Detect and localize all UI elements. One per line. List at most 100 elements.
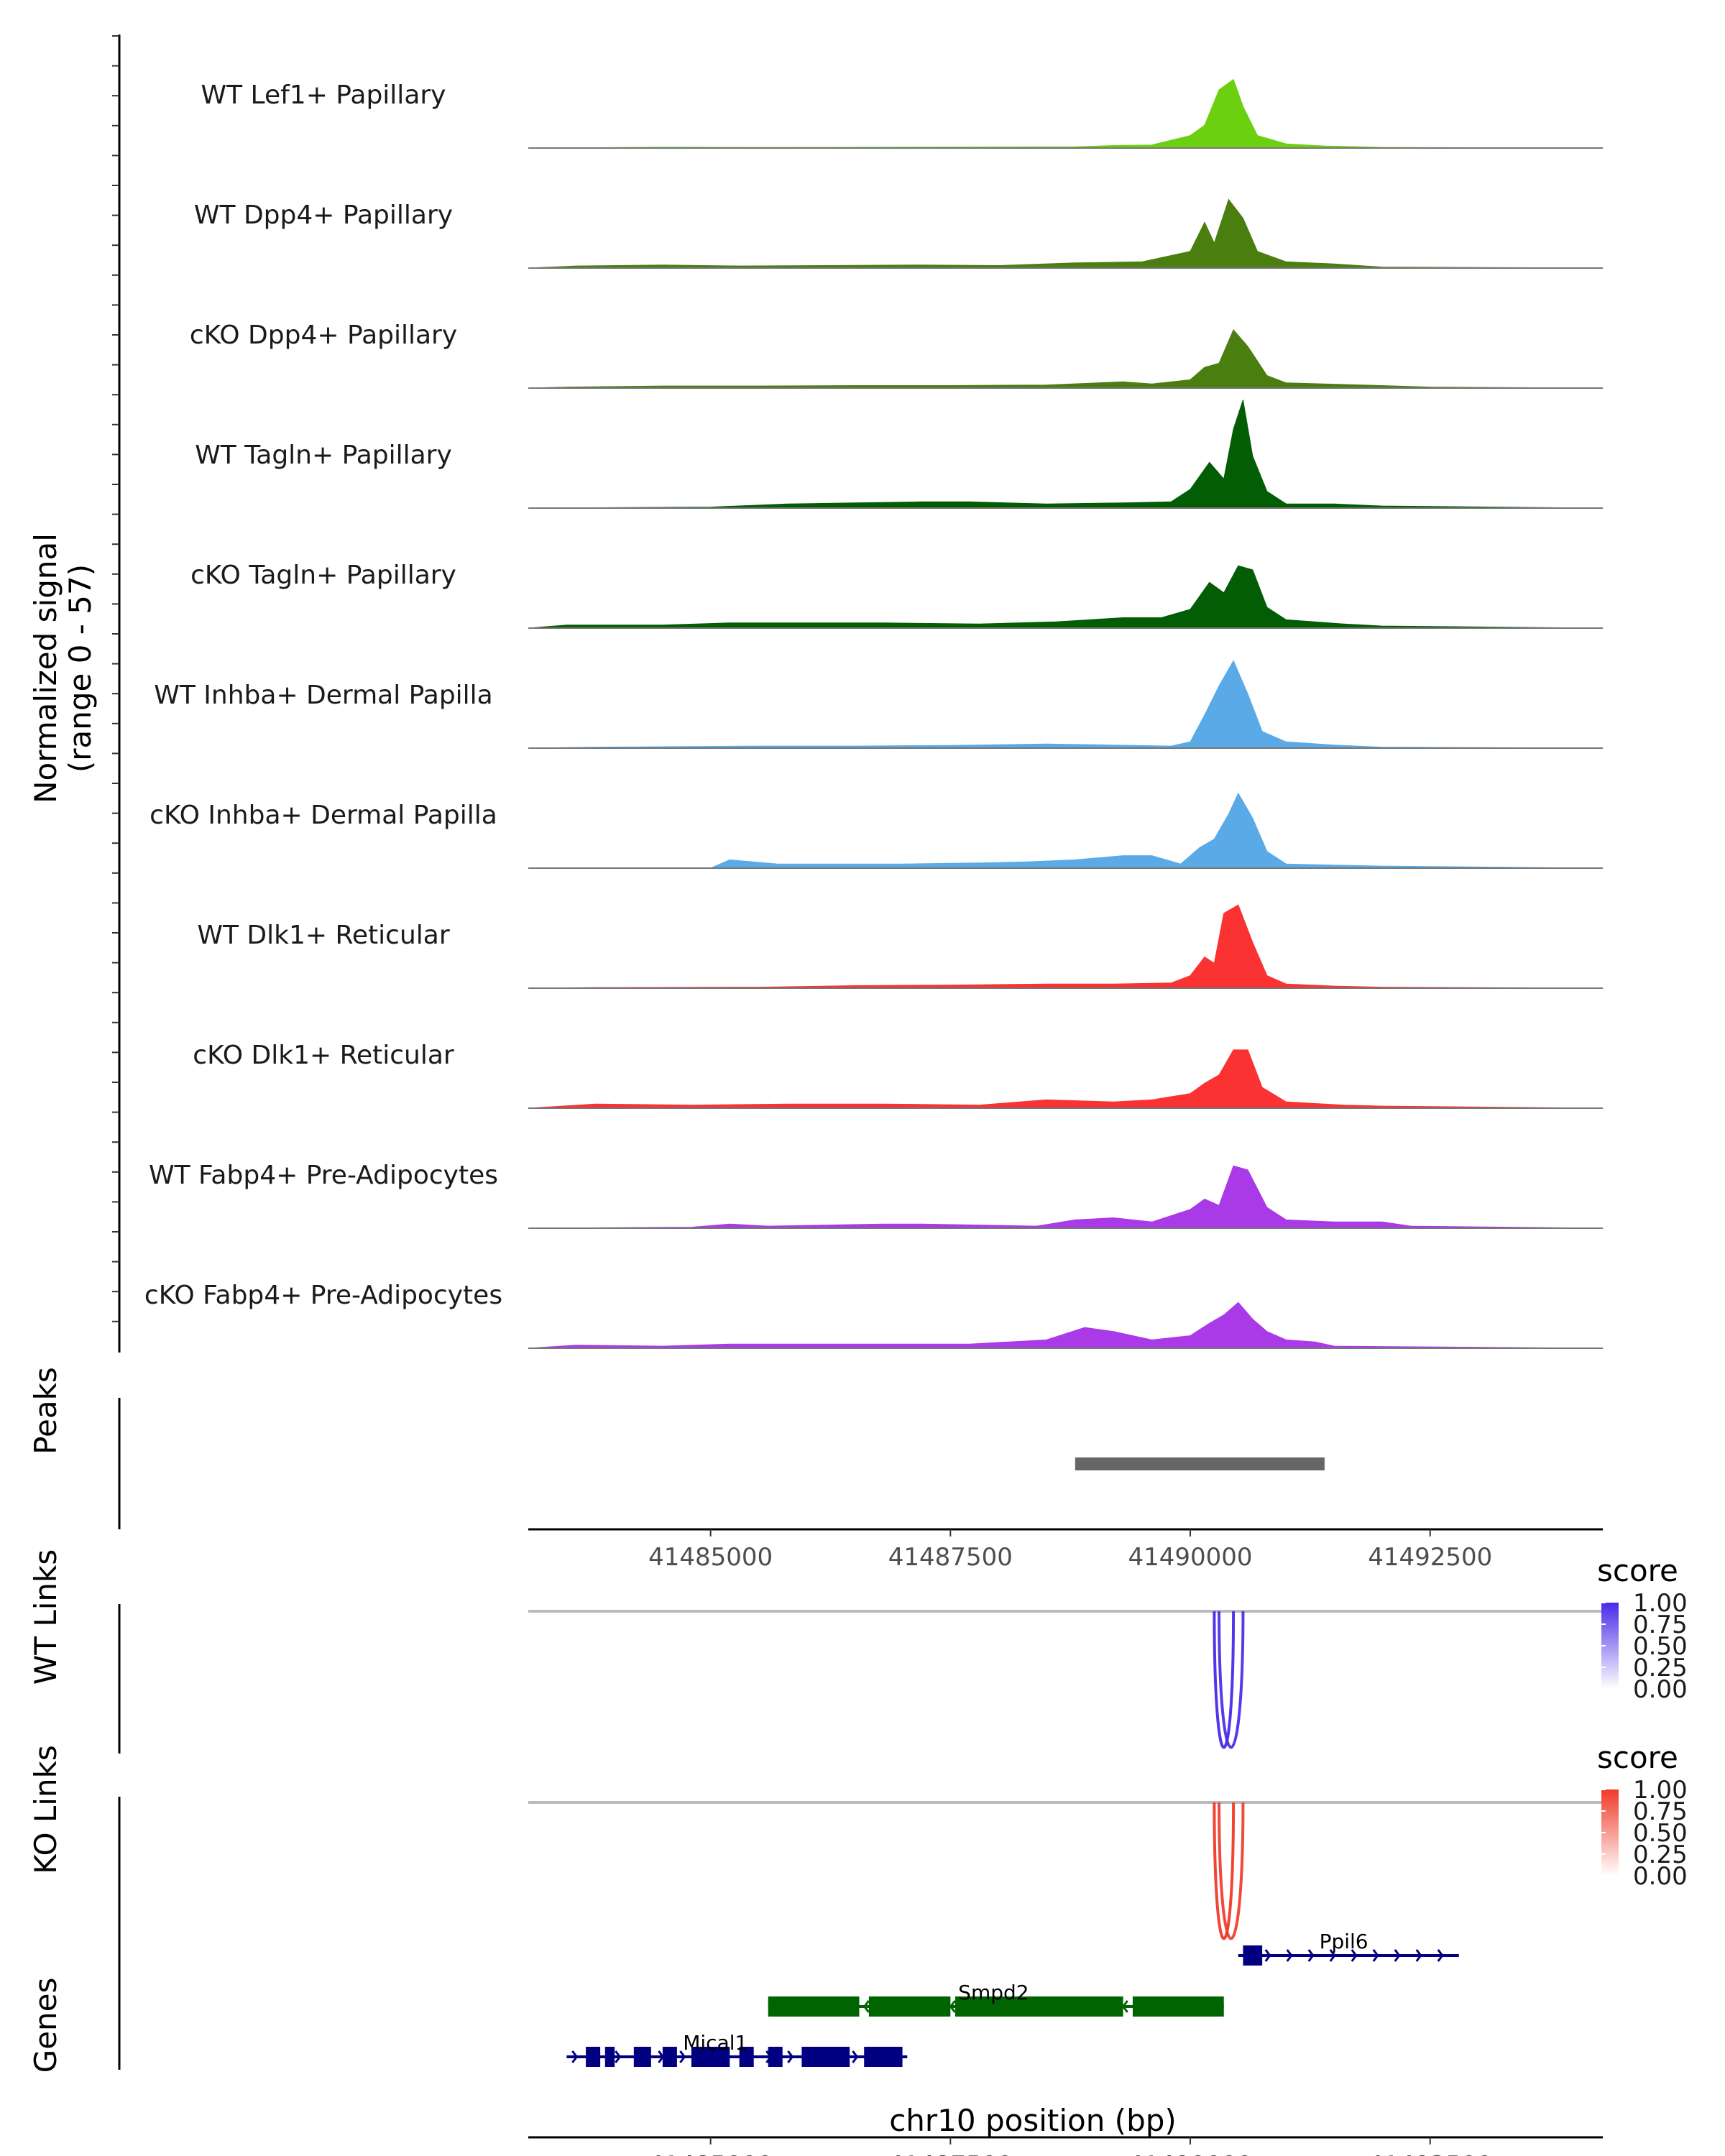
- coverage-tracks: WT Lef1+ Papillary WT Dpp4+ Papillary cKO …: [144, 78, 1604, 1349]
- ko-link-arc: [1213, 1802, 1236, 1940]
- peaks-track: [118, 1398, 1325, 1529]
- track-0: WT Lef1+ Papillary: [201, 78, 1604, 149]
- wt-links-track: [118, 1604, 1603, 1754]
- coverage-area: [528, 1049, 1604, 1109]
- ko-link-arc: [1218, 1802, 1245, 1940]
- track-4: cKO Tagln+ Papillary: [190, 561, 1604, 629]
- coverage-y-axis: [112, 34, 121, 1353]
- gene-exon: [586, 2047, 601, 2067]
- ko-links-label: KO Links: [28, 1745, 63, 1874]
- track-label: cKO Fabp4+ Pre-Adipocytes: [144, 1281, 502, 1310]
- x-tick-label: 41487500: [888, 1543, 1013, 1572]
- legend-tick-label: 0.25: [1633, 1654, 1688, 1682]
- gene-exon: [801, 2047, 850, 2067]
- track-label: WT Inhba+ Dermal Papilla: [154, 681, 492, 710]
- legend-tick-label: 1.00: [1633, 1776, 1688, 1805]
- gene-exon: [868, 1996, 951, 2017]
- coverage-area: [528, 565, 1604, 629]
- gene-exon: [768, 2047, 783, 2067]
- track-3: WT Tagln+ Papillary: [195, 400, 1604, 509]
- coverage-area: [528, 1165, 1604, 1229]
- gene-smpd2: Smpd2: [768, 1981, 1224, 2017]
- strand-chevron: [1394, 1949, 1401, 1962]
- strand-chevron: [1372, 1949, 1379, 1962]
- gene-exon: [739, 2047, 754, 2067]
- x-tick-label: 41487500: [888, 2151, 1013, 2156]
- legend-title: score: [1597, 1553, 1678, 1588]
- gene-exon: [1132, 1996, 1224, 2017]
- strand-chevron: [571, 2050, 579, 2063]
- gene-exon: [691, 2047, 730, 2067]
- strand-chevron: [615, 2050, 622, 2063]
- legend-tick-label: 0.00: [1633, 1862, 1688, 1891]
- track-label: WT Lef1+ Papillary: [201, 80, 446, 110]
- coverage-area: [528, 792, 1604, 869]
- legend-tick-label: 0.00: [1633, 1675, 1688, 1704]
- wt-link-arc: [1213, 1611, 1236, 1749]
- gene-mical1: Mical1: [566, 2031, 908, 2067]
- legend-tick-label: 0.25: [1633, 1841, 1688, 1869]
- genes-label: Genes: [28, 1978, 63, 2073]
- coverage-area: [528, 198, 1604, 269]
- x-axis-upper: 41485000 41487500 41490000 41492500: [528, 1528, 1603, 1572]
- gene-exon: [662, 2047, 677, 2067]
- gene-exon: [768, 1996, 860, 2017]
- coverage-area: [528, 904, 1604, 989]
- strand-chevron: [679, 2050, 686, 2063]
- legend-title: score: [1597, 1740, 1678, 1775]
- gene-exon: [604, 2047, 615, 2067]
- track-7: WT Dlk1+ Reticular: [197, 904, 1604, 989]
- strand-chevron: [1307, 1949, 1315, 1962]
- x-axis-lower: 41485000 41487500 41490000 41492500: [528, 2136, 1603, 2156]
- wt-link-arc: [1218, 1611, 1245, 1749]
- legend-tick-label: 0.50: [1633, 1819, 1688, 1848]
- x-tick-label: 41492500: [1368, 1543, 1492, 1572]
- coverage-ylabel-line1: Normalized signal: [28, 533, 63, 803]
- x-axis-label: chr10 position (bp): [889, 2103, 1177, 2138]
- strand-chevron: [1286, 1949, 1293, 1962]
- x-tick-label: 41485000: [648, 1543, 773, 1572]
- strand-chevron: [1351, 1949, 1358, 1962]
- coverage-area: [528, 400, 1604, 509]
- track-5: WT Inhba+ Dermal Papilla: [154, 660, 1604, 749]
- strand-chevron: [1329, 1949, 1336, 1962]
- peak-bar: [1075, 1457, 1325, 1470]
- coverage-area: [528, 1302, 1604, 1349]
- track-label: cKO Tagln+ Papillary: [190, 561, 456, 590]
- coverage-area: [528, 660, 1604, 749]
- track-1: WT Dpp4+ Papillary: [194, 198, 1604, 269]
- coverage-area: [528, 78, 1604, 149]
- strand-chevron: [787, 2050, 794, 2063]
- x-tick-label: 41492500: [1368, 2151, 1492, 2156]
- track-label: cKO Inhba+ Dermal Papilla: [150, 801, 497, 830]
- x-tick-label: 41490000: [1128, 1543, 1252, 1572]
- track-8: cKO Dlk1+ Reticular: [193, 1041, 1604, 1109]
- coverage-area: [528, 328, 1604, 389]
- gene-label: Smpd2: [958, 1981, 1029, 2004]
- strand-chevron: [1415, 1949, 1422, 1962]
- track-label: cKO Dpp4+ Papillary: [190, 321, 457, 350]
- track-label: cKO Dlk1+ Reticular: [193, 1041, 454, 1070]
- legend-tick-label: 1.00: [1633, 1589, 1688, 1618]
- gene-exon: [633, 2047, 651, 2067]
- peaks-label: Peaks: [28, 1367, 63, 1455]
- strand-chevron: [1264, 1949, 1271, 1962]
- gene-exon: [864, 2047, 903, 2067]
- track-label: WT Tagln+ Papillary: [195, 441, 452, 470]
- strand-chevron: [852, 2050, 859, 2063]
- x-tick-label: 41490000: [1128, 2151, 1252, 2156]
- legend-tick-label: 0.75: [1633, 1797, 1688, 1826]
- wt-links-label: WT Links: [28, 1549, 63, 1685]
- ko-links-track: [118, 1797, 1603, 1946]
- track-10: cKO Fabp4+ Pre-Adipocytes: [144, 1281, 1604, 1349]
- gene-exon: [1243, 1945, 1263, 1966]
- gene-label: Ppil6: [1320, 1930, 1368, 1953]
- track-9: WT Fabp4+ Pre-Adipocytes: [149, 1161, 1604, 1229]
- strand-chevron: [949, 2000, 956, 2013]
- track-2: cKO Dpp4+ Papillary: [190, 321, 1604, 389]
- legend-tick-label: 0.50: [1633, 1632, 1688, 1661]
- strand-chevron: [1121, 2000, 1128, 2013]
